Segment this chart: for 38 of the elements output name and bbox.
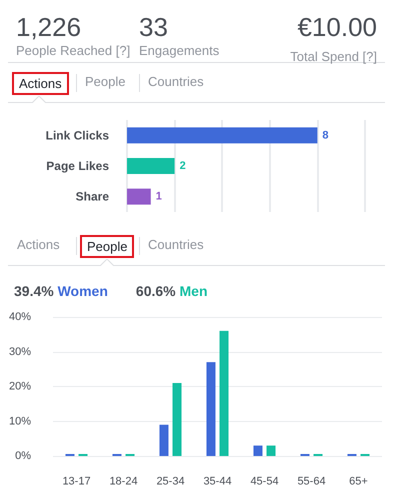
text: 60.6% bbox=[136, 283, 177, 299]
text: €10.00 bbox=[296, 12, 377, 43]
text: 33 bbox=[139, 12, 169, 43]
text: People Reached [?] bbox=[16, 43, 130, 58]
x-tick-label: 55-64 bbox=[297, 476, 326, 488]
x-tick-label: 65+ bbox=[349, 476, 368, 488]
text: Actions bbox=[16, 236, 61, 254]
bar bbox=[172, 383, 182, 456]
y-tick-label: Link Clicks bbox=[46, 128, 110, 142]
y-tick-label: 0% bbox=[15, 450, 32, 462]
text: Men bbox=[180, 283, 208, 299]
x-tick-label: 35-44 bbox=[203, 476, 232, 488]
data-label: 1 bbox=[156, 190, 162, 203]
y-tick-label: 10% bbox=[8, 415, 32, 428]
x-tick-label: 18-24 bbox=[109, 476, 138, 488]
bar bbox=[159, 424, 168, 456]
x-tick-label: 13-17 bbox=[62, 476, 91, 488]
bar bbox=[206, 362, 216, 456]
text: Engagements bbox=[139, 43, 220, 58]
text: Total Spend [?] bbox=[290, 49, 377, 64]
x-tick-label: 25-34 bbox=[156, 476, 185, 488]
y-tick-label: Page Likes bbox=[46, 159, 110, 173]
y-tick-label: Share bbox=[76, 190, 110, 204]
y-tick-label: 20% bbox=[8, 380, 32, 392]
text: 39.4% bbox=[14, 283, 55, 299]
text: Women bbox=[58, 283, 108, 299]
data-label: 2 bbox=[180, 160, 186, 172]
y-tick-label: 40% bbox=[8, 311, 32, 323]
text: 1,226 bbox=[16, 12, 82, 43]
data-label: 8 bbox=[322, 129, 329, 142]
y-tick-label: 30% bbox=[8, 346, 32, 358]
text: Countries bbox=[147, 236, 205, 254]
text: People bbox=[84, 73, 126, 91]
text: Actions bbox=[12, 72, 69, 95]
text: Countries bbox=[147, 73, 205, 91]
text: People bbox=[80, 235, 134, 258]
bar bbox=[220, 330, 229, 456]
x-tick-label: 45-54 bbox=[250, 476, 279, 488]
